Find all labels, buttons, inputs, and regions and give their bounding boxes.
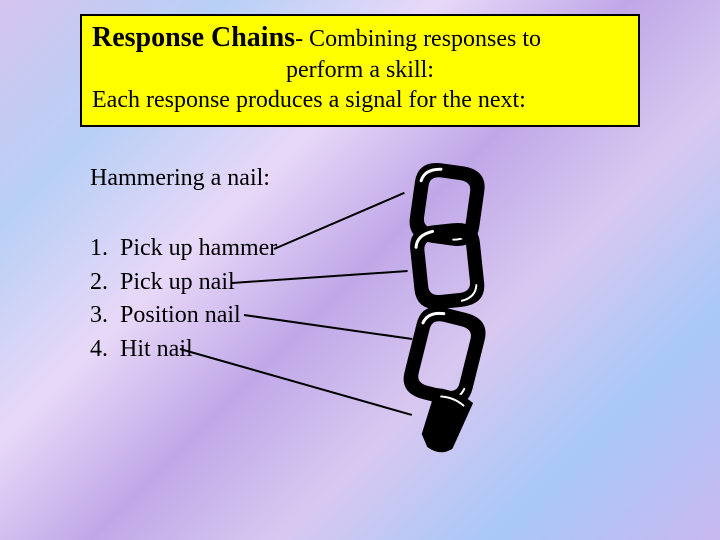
title-line3: Each response produces a signal for the … [92,85,628,115]
subheading: Hammering a nail: [90,165,270,192]
list-num: 4. [90,333,120,367]
list-item: 1. Pick up hammer [90,232,277,266]
list-text: Pick up nail [120,266,235,300]
title-line2: perform a skill: [92,55,628,85]
list-num: 2. [90,266,120,300]
steps-list: 1. Pick up hammer 2. Pick up nail 3. Pos… [90,232,277,366]
title-line1: Response Chains- Combining responses to [92,20,628,55]
list-text: Pick up hammer [120,232,277,266]
title-line1-rest: - Combining responses to [295,26,541,52]
list-num: 1. [90,232,120,266]
title-heading: Response Chains [92,22,295,53]
list-text: Position nail [120,299,241,333]
title-box: Response Chains- Combining responses to … [80,14,640,127]
list-num: 3. [90,299,120,333]
